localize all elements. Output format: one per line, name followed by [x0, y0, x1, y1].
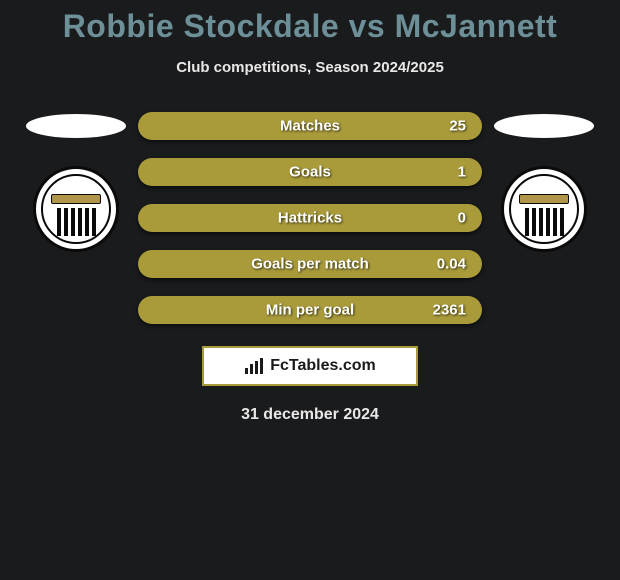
- bar-value: 2361: [433, 302, 466, 319]
- brand-text: FcTables.com: [270, 357, 376, 375]
- stat-bar-goals: Goals 1: [138, 158, 482, 186]
- stat-bar-hattricks: Hattricks 0: [138, 204, 482, 232]
- bar-value: 25: [449, 118, 466, 135]
- bar-label: Hattricks: [278, 210, 342, 227]
- root: Robbie Stockdale vs McJannett Club compe…: [0, 0, 620, 424]
- bar-label: Min per goal: [266, 302, 354, 319]
- brand-box[interactable]: FcTables.com: [202, 346, 418, 386]
- left-club-crest: [33, 166, 119, 252]
- content-row: Matches 25 Goals 1 Hattricks 0 Goals per…: [0, 108, 620, 324]
- bar-value: 0: [458, 210, 466, 227]
- right-player-oval: [494, 114, 594, 138]
- right-club-crest: [501, 166, 587, 252]
- stat-bars: Matches 25 Goals 1 Hattricks 0 Goals per…: [138, 108, 482, 324]
- subtitle: Club competitions, Season 2024/2025: [0, 59, 620, 76]
- page-title: Robbie Stockdale vs McJannett: [0, 8, 620, 45]
- stat-bar-min-per-goal: Min per goal 2361: [138, 296, 482, 324]
- stat-bar-matches: Matches 25: [138, 112, 482, 140]
- left-column: [26, 108, 126, 252]
- stat-bar-goals-per-match: Goals per match 0.04: [138, 250, 482, 278]
- bar-label: Goals per match: [251, 256, 369, 273]
- bar-label: Matches: [280, 118, 340, 135]
- bar-chart-icon: [244, 358, 264, 374]
- bar-value: 1: [458, 164, 466, 181]
- bar-label: Goals: [289, 164, 331, 181]
- right-column: [494, 108, 594, 252]
- left-player-oval: [26, 114, 126, 138]
- bar-value: 0.04: [437, 256, 466, 273]
- date-line: 31 december 2024: [0, 406, 620, 424]
